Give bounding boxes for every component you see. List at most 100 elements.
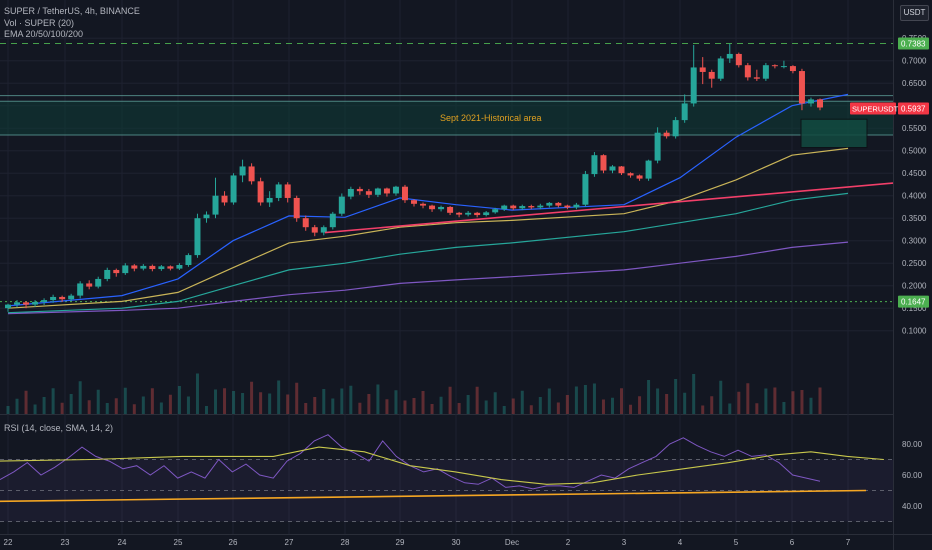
volume-bar bbox=[141, 396, 145, 414]
candle-body bbox=[627, 173, 634, 176]
candle-body bbox=[618, 166, 625, 174]
volume-bar bbox=[520, 390, 524, 414]
candle-body bbox=[762, 65, 769, 79]
volume-bar bbox=[601, 399, 605, 414]
price-tick: 0.5500 bbox=[902, 124, 927, 133]
ema-legend[interactable]: EMA 20/50/100/200 bbox=[4, 29, 84, 39]
price-tick: 0.3000 bbox=[902, 237, 927, 246]
candle-body bbox=[248, 166, 255, 182]
time-tick: 28 bbox=[341, 538, 350, 547]
candle-body bbox=[429, 205, 436, 210]
volume-bar bbox=[710, 396, 714, 414]
volume-bar bbox=[565, 395, 569, 414]
volume-bar bbox=[268, 393, 272, 414]
volume-bar bbox=[195, 373, 199, 414]
time-tick: 5 bbox=[734, 538, 739, 547]
price-axis[interactable]: 0.75000.70000.65000.60000.55000.50000.45… bbox=[850, 34, 929, 336]
candle-body bbox=[573, 204, 580, 208]
volume-bar bbox=[223, 388, 227, 414]
rsi-legend[interactable]: RSI (14, close, SMA, 14, 2) bbox=[4, 423, 114, 433]
time-tick: 23 bbox=[61, 538, 70, 547]
candle-body bbox=[501, 205, 508, 210]
candle-body bbox=[717, 58, 724, 79]
ema50-line bbox=[7, 147, 849, 309]
volume-bar bbox=[123, 387, 127, 414]
volume-bar bbox=[583, 385, 587, 414]
price-tick: 0.4000 bbox=[902, 192, 927, 201]
volume-bar bbox=[69, 394, 73, 414]
time-tick: 24 bbox=[118, 538, 127, 547]
candle-body bbox=[456, 212, 463, 215]
candle-body bbox=[690, 67, 697, 104]
price-pane-bg bbox=[0, 0, 932, 415]
volume-bar bbox=[674, 379, 678, 414]
candle-body bbox=[284, 184, 291, 198]
volume-bar bbox=[385, 399, 389, 414]
currency-button[interactable]: USDT bbox=[900, 5, 929, 21]
candle-body bbox=[14, 302, 21, 305]
volume-bar bbox=[701, 405, 705, 414]
volume-bar bbox=[764, 388, 768, 414]
rsi-tick: 40.00 bbox=[902, 502, 923, 511]
candle-body bbox=[113, 269, 120, 274]
volume-bar bbox=[114, 398, 118, 414]
ema200-line bbox=[7, 241, 849, 315]
volume-bar bbox=[349, 385, 353, 414]
volume-bar bbox=[150, 388, 154, 414]
volume-bars bbox=[6, 373, 822, 414]
volume-bar bbox=[96, 389, 100, 414]
volume-legend[interactable]: Vol · SUPER (20) bbox=[4, 18, 75, 28]
time-axis[interactable]: 22 23 24 25 26 27 28 29 30 Dec 2 3 4 5 6 7 bbox=[4, 538, 851, 547]
candle-body bbox=[807, 99, 814, 104]
volume-bar bbox=[259, 392, 263, 414]
rsi-trendline bbox=[0, 489, 867, 503]
candle-body bbox=[50, 296, 57, 301]
candle-body bbox=[338, 196, 345, 214]
support-trendline bbox=[324, 182, 894, 234]
candle-body bbox=[86, 283, 93, 287]
candle-body bbox=[122, 265, 129, 274]
zone-label: Sept 2021-Historical area bbox=[440, 113, 542, 123]
volume-bar bbox=[304, 403, 308, 414]
price-tick: 0.1500 bbox=[902, 304, 927, 313]
symbol-legend[interactable]: SUPER / TetherUS, 4h, BINANCE bbox=[4, 6, 140, 16]
candle-body bbox=[564, 205, 571, 208]
candle-body bbox=[275, 184, 282, 198]
volume-bar bbox=[457, 403, 461, 414]
volume-bar bbox=[538, 397, 542, 414]
time-tick: 30 bbox=[452, 538, 461, 547]
candle-body bbox=[149, 265, 156, 270]
volume-bar bbox=[186, 396, 190, 414]
candle-body bbox=[365, 191, 372, 195]
candle-body bbox=[59, 296, 66, 300]
symbol-label: SUPERUSDT bbox=[852, 105, 899, 114]
volume-bar bbox=[800, 390, 804, 414]
volume-bar bbox=[728, 403, 732, 414]
trendline-layer bbox=[324, 182, 894, 234]
candle-body bbox=[302, 218, 309, 228]
volume-bar bbox=[367, 394, 371, 414]
candle-body bbox=[176, 265, 183, 269]
candle-body bbox=[23, 302, 30, 305]
candle-body bbox=[600, 155, 607, 171]
candle-body bbox=[447, 206, 454, 213]
time-tick: 2 bbox=[566, 538, 571, 547]
volume-bar bbox=[24, 390, 28, 414]
volume-bar bbox=[484, 400, 488, 414]
candle-body bbox=[474, 212, 481, 216]
volume-bar bbox=[692, 374, 696, 414]
time-tick: 26 bbox=[229, 538, 238, 547]
candles[interactable] bbox=[5, 43, 823, 312]
volume-bar bbox=[331, 398, 335, 414]
candle-body bbox=[374, 188, 381, 195]
volume-bar bbox=[638, 396, 642, 414]
time-tick: 4 bbox=[678, 538, 683, 547]
volume-bar bbox=[214, 389, 218, 414]
candle-body bbox=[735, 53, 742, 66]
volume-bar bbox=[466, 395, 470, 414]
price-tick: 0.2500 bbox=[902, 259, 927, 268]
candle-body bbox=[636, 175, 643, 179]
volume-bar bbox=[448, 386, 452, 414]
volume-bar bbox=[33, 404, 37, 414]
